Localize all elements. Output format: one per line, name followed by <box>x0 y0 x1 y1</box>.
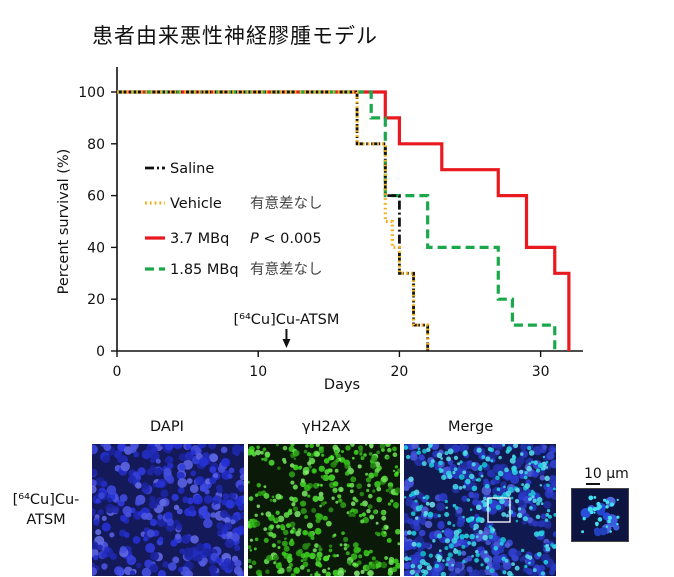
row-label-line2: ATSM <box>26 512 66 528</box>
gh2ax-image <box>248 444 400 576</box>
p-value-symbol: P <box>250 231 259 247</box>
scale-bar <box>586 483 600 485</box>
merge-image <box>404 444 556 576</box>
legend-label: 1.85 MBq <box>170 262 239 278</box>
zoom-inset-image <box>571 488 629 542</box>
x-tick-label: 10 <box>249 364 267 380</box>
x-tick-label: 20 <box>391 364 409 380</box>
p-value-text: < 0.005 <box>259 231 322 247</box>
survival-chart: 0 20 40 60 80 100 0 10 20 30 Days Percent survival … <box>56 67 583 393</box>
legend-note: P < 0.005 <box>250 231 322 247</box>
x-axis-label: Days <box>324 377 360 393</box>
y-tick-label: 0 <box>96 344 105 360</box>
series-line-2 <box>117 90 571 351</box>
dapi-image <box>92 444 244 576</box>
row-label: [⁶⁴Cu]Cu- ATSM <box>6 490 86 530</box>
axes: 0 20 40 60 80 100 0 10 20 30 Days Percent survival … <box>56 67 583 393</box>
y-tick-label: 60 <box>87 189 105 205</box>
y-tick-label: 100 <box>78 85 105 101</box>
y-tick-label: 40 <box>87 240 105 256</box>
legend-note: 有意差なし <box>250 194 323 212</box>
legend-note: 有意差なし <box>250 260 323 278</box>
annotation-arrow-head <box>282 339 291 348</box>
panel-label-dapi: DAPI <box>150 419 184 435</box>
annotation: [⁶⁴Cu]Cu-ATSM <box>234 312 340 348</box>
panel-label-merge: Merge <box>448 419 494 435</box>
y-tick-label: 20 <box>87 292 105 308</box>
legend: Saline Vehicle 有意差なし 3.7 MBq P < 0.005 1.85 M… <box>145 161 323 278</box>
scale-bar-label: 10 μm <box>584 466 629 482</box>
legend-label: Vehicle <box>170 196 222 212</box>
x-tick-label: 30 <box>532 364 550 380</box>
chart-title: 患者由来悪性神経膠腫モデル <box>92 24 378 48</box>
y-axis-label: Percent survival (%) <box>56 149 72 295</box>
legend-label: Saline <box>170 161 214 177</box>
series-layer <box>117 90 571 351</box>
series-line-1 <box>117 90 430 351</box>
x-tick-label: 0 <box>113 364 122 380</box>
zoom-region-box <box>487 497 511 523</box>
annotation-label: [⁶⁴Cu]Cu-ATSM <box>234 312 340 328</box>
legend-label: 3.7 MBq <box>170 231 229 247</box>
panel-label-gh2ax: γH2AX <box>302 419 351 435</box>
y-tick-label: 80 <box>87 137 105 153</box>
series-line-3 <box>117 90 557 351</box>
row-label-line1: [⁶⁴Cu]Cu- <box>12 492 80 508</box>
